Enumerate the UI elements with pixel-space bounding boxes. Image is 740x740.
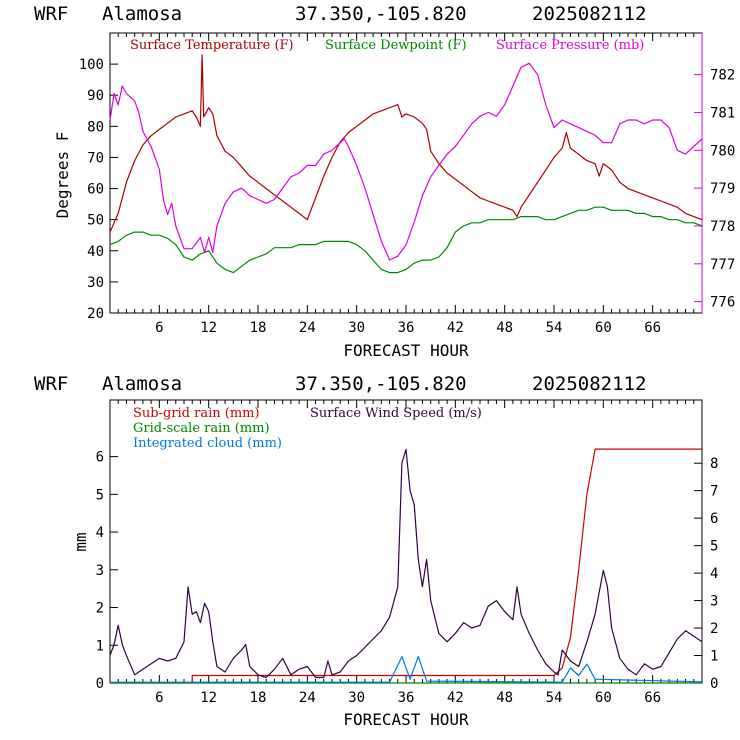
top-x-tick-label: 24	[299, 320, 316, 336]
series-line-surface-pressure	[109, 62, 703, 261]
bottom-x-tick-label: 66	[644, 690, 661, 706]
top-y-tick-label: 80	[87, 119, 104, 135]
legend-surface-dewpoint: Surface Dewpoint (F)	[325, 38, 467, 53]
top-y-tick-label: 60	[87, 182, 104, 198]
top-y2-tick-label: 781	[710, 105, 735, 121]
bottom-y-tick-label: 0	[96, 676, 104, 692]
top-x-tick-label: 48	[496, 320, 513, 336]
top-station-label: Alamosa	[102, 3, 182, 25]
legend-sub-grid-rain: Sub-grid rain (mm)	[133, 406, 260, 421]
top-x-tick-label: 12	[200, 320, 217, 336]
top-y-tick-label: 100	[79, 57, 104, 73]
bottom-x-tick-label: 30	[348, 690, 365, 706]
top-xlabel: FORECAST HOUR	[343, 341, 469, 360]
legend-grid-scale-rain: Grid-scale rain (mm)	[133, 421, 270, 436]
top-chart-layer: 6 12 18 24 30 36 42 48 54 60 66 20 30 40 50 60 70 80 90 100…	[79, 33, 735, 336]
bottom-ylabel: mm	[71, 532, 90, 551]
bottom-y2-tick-label: 7	[710, 484, 718, 500]
top-y-tick-label: 70	[87, 150, 104, 166]
bottom-y-tick-label: 1	[96, 638, 104, 654]
bottom-x-tick-label: 54	[546, 690, 563, 706]
top-x-tick-label: 66	[644, 320, 661, 336]
top-init-time-label: 2025082112	[532, 3, 646, 25]
bottom-y-tick-label: 5	[96, 487, 104, 503]
top-y2-tick-label: 779	[710, 181, 735, 197]
bottom-x-tick-label: 24	[299, 690, 316, 706]
top-x-tick-label: 36	[398, 320, 415, 336]
bottom-y2-tick-label: 3	[710, 594, 718, 610]
legend-integrated-cloud: Integrated cloud (mm)	[133, 436, 282, 451]
bottom-y2-tick-label: 6	[710, 511, 718, 527]
legend-surface-wind-speed: Surface Wind Speed (m/s)	[310, 406, 482, 421]
top-y-tick-label: 20	[87, 306, 104, 322]
top-x-tick-label: 18	[250, 320, 267, 336]
bottom-coords-label: 37.350,-105.820	[295, 373, 467, 395]
bottom-y-tick-label: 3	[96, 563, 104, 579]
top-coords-label: 37.350,-105.820	[295, 3, 467, 25]
bottom-x-tick-label: 12	[200, 690, 217, 706]
top-y2-tick-label: 782	[710, 68, 735, 84]
bottom-model-label: WRF	[34, 373, 68, 395]
top-x-tick-label: 6	[155, 320, 163, 336]
bottom-x-tick-label: 6	[155, 690, 163, 706]
top-x-tick-label: 30	[348, 320, 365, 336]
bottom-init-time-label: 2025082112	[532, 373, 646, 395]
bottom-y-tick-label: 2	[96, 601, 104, 617]
top-y-tick-label: 50	[87, 213, 104, 229]
series-line-surface-dewpoint	[109, 206, 703, 274]
bottom-y2-tick-label: 4	[710, 566, 718, 582]
legend-surface-pressure: Surface Pressure (mb)	[496, 38, 644, 53]
bottom-xlabel: FORECAST HOUR	[343, 710, 469, 729]
bottom-y-tick-label: 4	[96, 525, 104, 541]
series-line-surface-temperature	[109, 54, 703, 233]
top-y2-tick-label: 780	[710, 143, 735, 159]
bottom-x-tick-label: 48	[496, 690, 513, 706]
top-y-tick-label: 90	[87, 88, 104, 104]
top-x-tick-label: 54	[546, 320, 563, 336]
series-line-sub-grid-rain	[110, 448, 702, 684]
top-y2-tick-label: 776	[710, 295, 735, 311]
bottom-y2-tick-label: 1	[710, 649, 718, 665]
bottom-x-tick-label: 60	[595, 690, 612, 706]
top-y2-tick-label: 777	[710, 257, 735, 273]
series-line-surface-wind-speed	[109, 448, 703, 679]
bottom-y2-tick-label: 2	[710, 621, 718, 637]
top-x-tick-label: 42	[447, 320, 464, 336]
legend-surface-temperature: Surface Temperature (F)	[130, 38, 294, 53]
bottom-x-tick-label: 18	[250, 690, 267, 706]
top-y2-tick-label: 778	[710, 219, 735, 235]
bottom-y2-tick-label: 0	[710, 676, 718, 692]
bottom-y-tick-label: 6	[96, 450, 104, 466]
top-y-tick-label: 40	[87, 244, 104, 260]
top-y-tick-label: 30	[87, 275, 104, 291]
top-model-label: WRF	[34, 3, 68, 25]
series-line-integrated-cloud	[110, 655, 703, 683]
top-ylabel: Degrees F	[53, 132, 72, 219]
bottom-y2-tick-label: 5	[710, 539, 718, 555]
bottom-station-label: Alamosa	[102, 373, 182, 395]
top-x-tick-label: 60	[595, 320, 612, 336]
bottom-x-tick-label: 36	[398, 690, 415, 706]
bottom-y2-tick-label: 8	[710, 456, 718, 472]
bottom-x-tick-label: 42	[447, 690, 464, 706]
